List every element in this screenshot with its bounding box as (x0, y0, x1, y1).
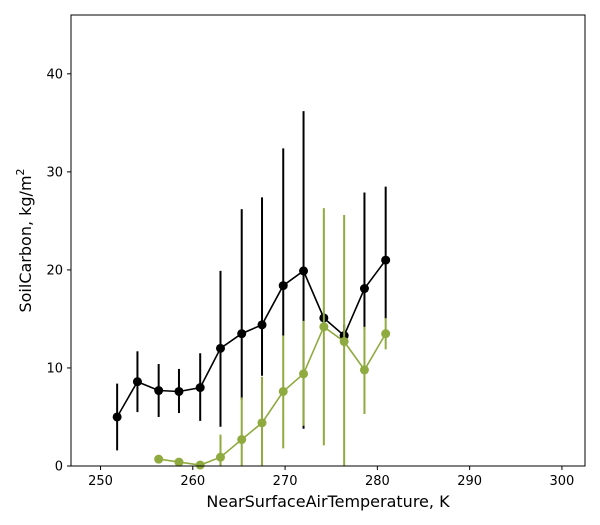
y-axis-title: SoilCarbon, kg/m2 (14, 168, 35, 312)
data-point (319, 322, 329, 332)
data-point (237, 329, 247, 339)
data-point (174, 457, 184, 467)
data-point (132, 377, 142, 387)
series-2 (154, 208, 391, 470)
data-point (257, 418, 267, 428)
y-tick-label: 10 (46, 361, 63, 376)
x-tick-label: 270 (273, 474, 298, 489)
x-axis-title: NearSurfaceAirTemperature, K (206, 492, 450, 511)
x-tick-label: 250 (88, 474, 113, 489)
data-point (359, 284, 369, 294)
plot-frame (70, 14, 586, 467)
data-point (112, 412, 122, 422)
y-tick-label: 20 (46, 263, 63, 278)
data-point (195, 460, 205, 470)
data-point (195, 383, 205, 393)
y-axis-title-superscript: 2 (14, 168, 27, 175)
data-point (215, 343, 225, 353)
x-tick-label: 260 (180, 474, 205, 489)
y-axis: 0 10 20 30 40 (46, 67, 71, 475)
data-point (215, 452, 225, 462)
x-tick-label: 280 (365, 474, 390, 489)
data-point (154, 454, 164, 464)
x-tick-label: 290 (457, 474, 482, 489)
data-point (278, 281, 288, 291)
x-tick-label: 300 (550, 474, 575, 489)
y-tick-label: 0 (55, 460, 63, 475)
series-layer (112, 111, 391, 470)
y-axis-title-main: SoilCarbon, kg/m (16, 175, 35, 312)
data-point (381, 255, 391, 265)
data-point (237, 435, 247, 445)
data-point (154, 386, 164, 396)
y-tick-label: 40 (46, 67, 63, 82)
x-axis: 250 260 270 280 290 300 (88, 466, 574, 489)
data-point (257, 320, 267, 330)
data-point (359, 365, 369, 375)
data-point (299, 266, 309, 276)
data-point (278, 386, 288, 396)
data-point (299, 369, 309, 379)
y-tick-label: 30 (46, 165, 63, 180)
data-point (339, 336, 349, 346)
data-point (381, 329, 391, 339)
data-point (174, 386, 184, 396)
